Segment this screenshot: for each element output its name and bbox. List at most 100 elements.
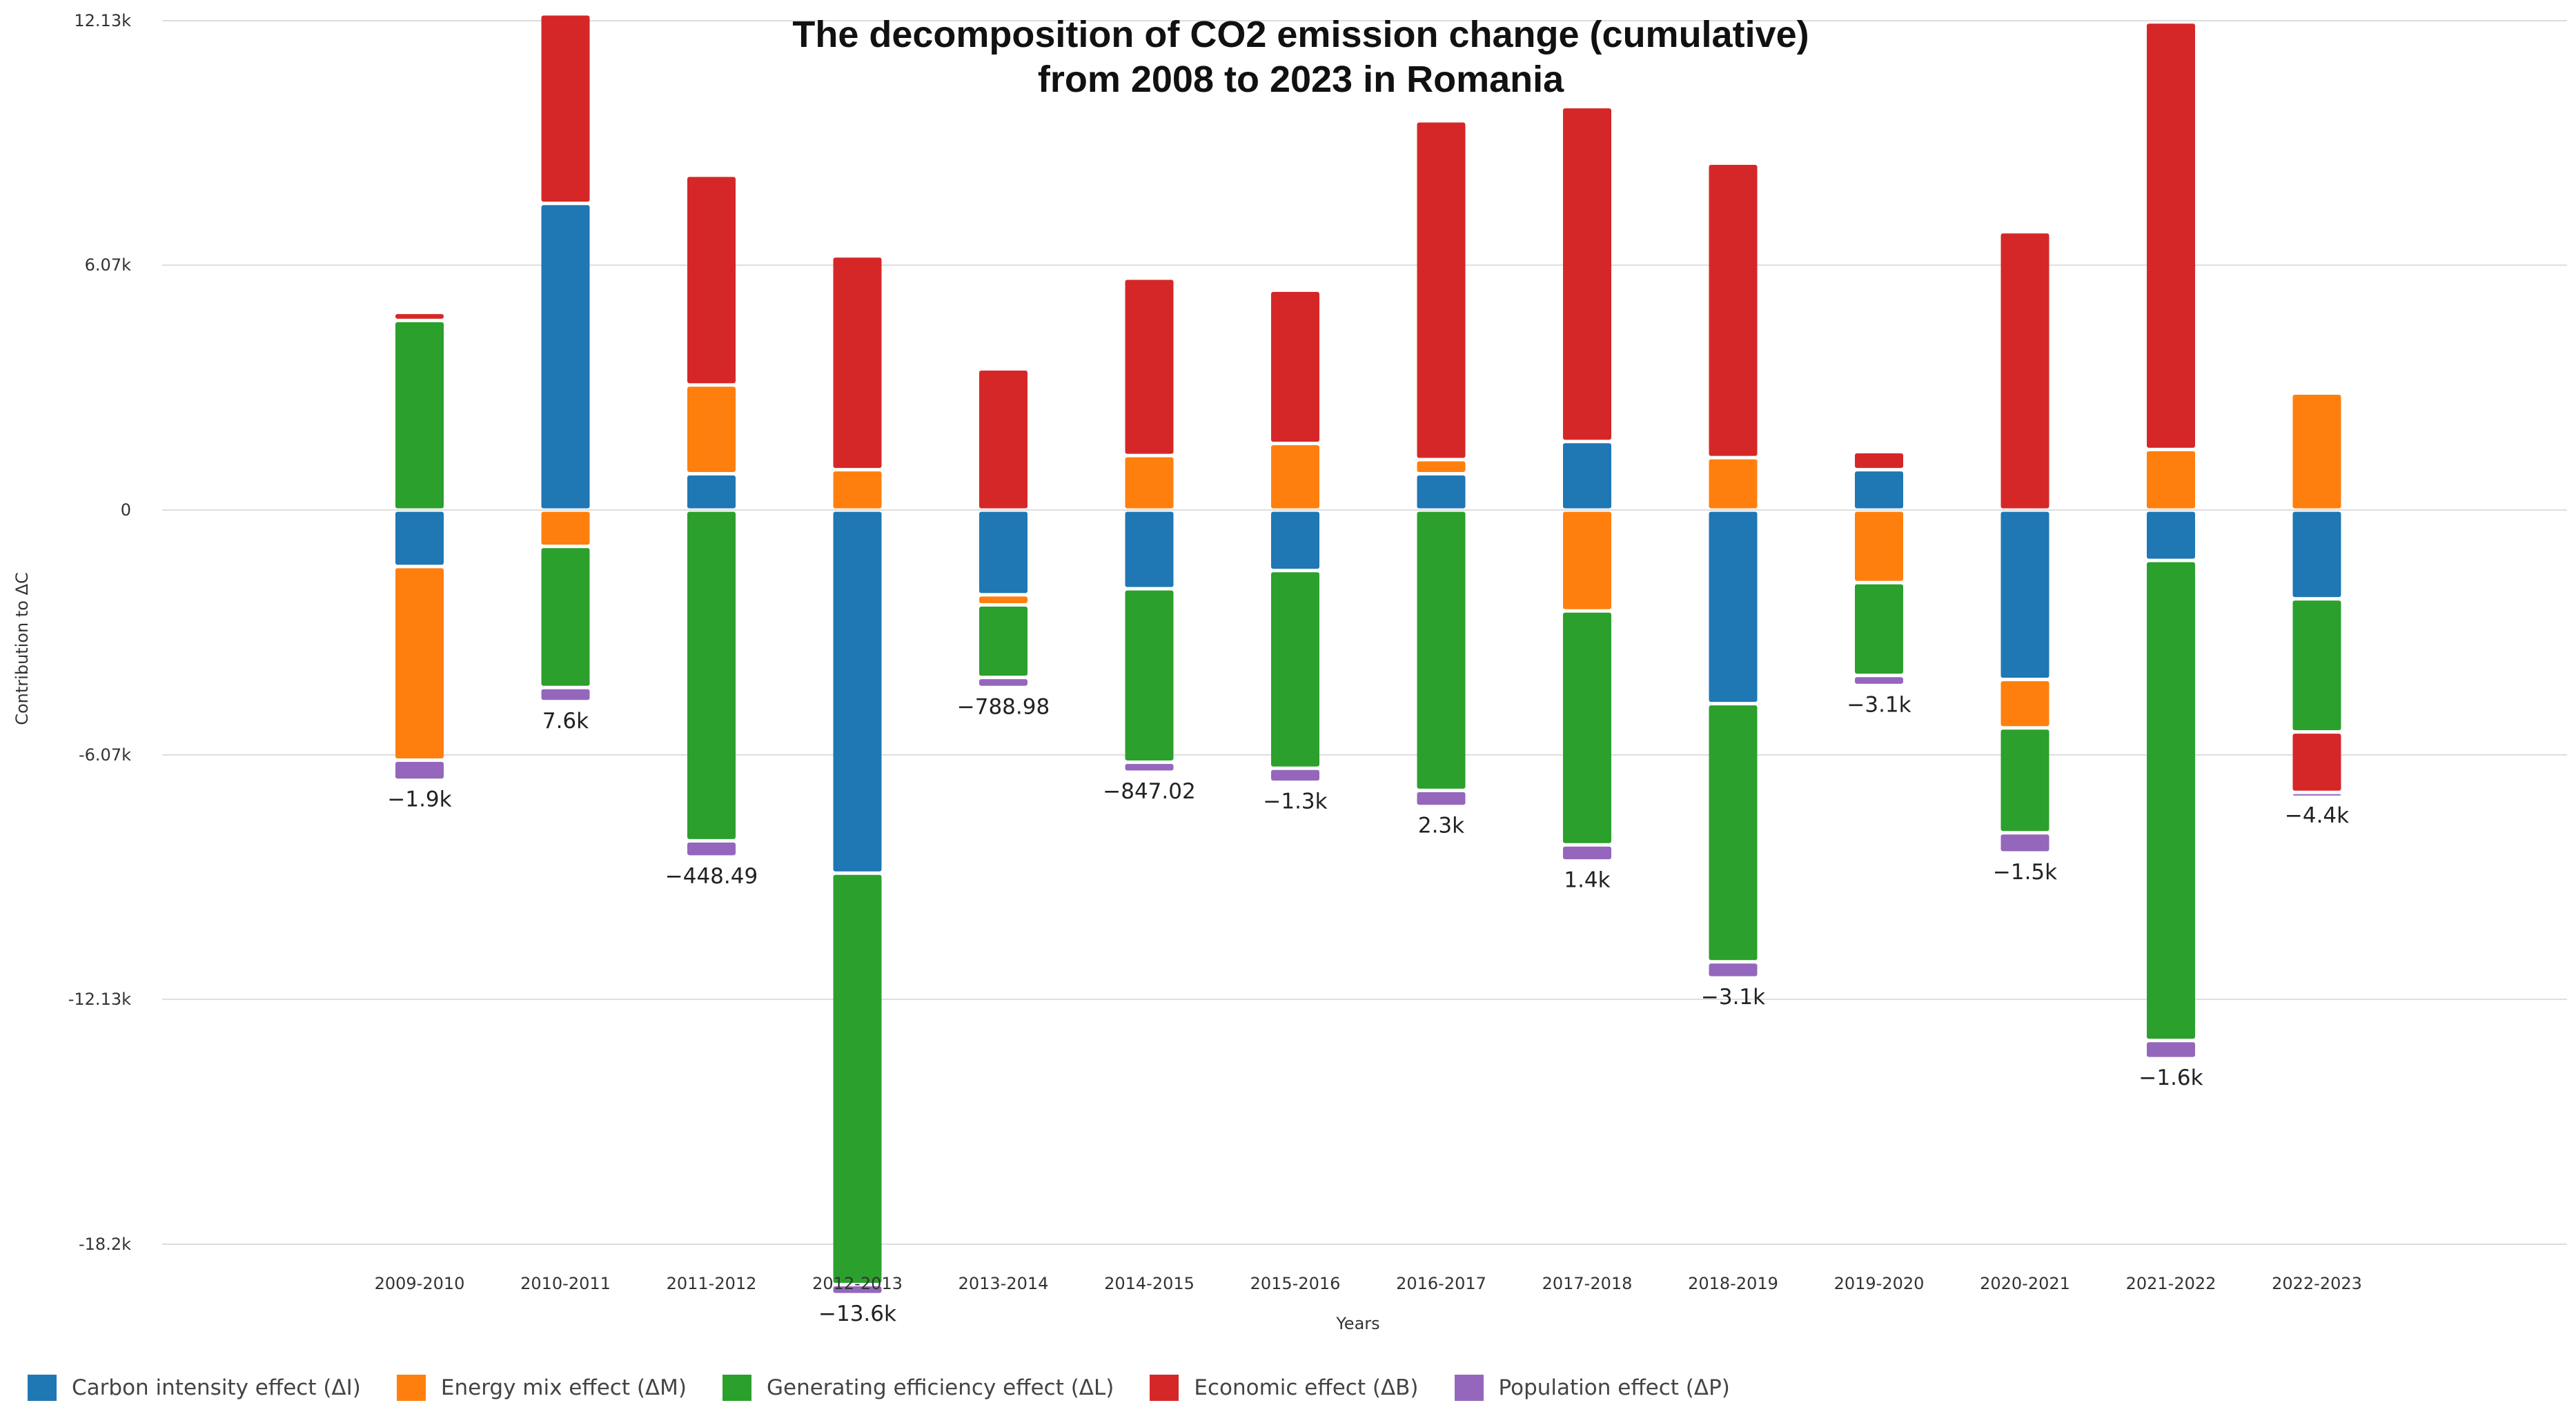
x-tick-label: 2018-2019 [1688, 1274, 1778, 1293]
bar-energy-2020-2021 [2000, 681, 2049, 727]
y-tick-label: -6.07k [79, 745, 131, 765]
legend-label: Generating efficiency effect (ΔL) [766, 1375, 1114, 1400]
bar-energy-2011-2012 [687, 386, 736, 472]
legend-item[interactable]: Carbon intensity effect (ΔI) [28, 1375, 361, 1401]
bar-carbon-2017-2018 [1563, 443, 1611, 509]
bar-population-2013-2014 [979, 679, 1028, 686]
bar-carbon-2019-2020 [1855, 471, 1903, 509]
total-label: −13.6k [818, 1302, 896, 1326]
bar-carbon-2020-2021 [2000, 511, 2049, 678]
bar-population-2022-2023 [2292, 794, 2341, 796]
x-tick-label: 2009-2010 [375, 1274, 465, 1293]
bar-energy-2013-2014 [979, 596, 1028, 603]
total-label: 1.4k [1564, 868, 1610, 893]
x-tick-label: 2015-2016 [1250, 1274, 1341, 1293]
total-label: −3.1k [1701, 985, 1765, 1010]
legend-item[interactable]: Generating efficiency effect (ΔL) [722, 1375, 1114, 1401]
legend-label: Energy mix effect (ΔM) [440, 1375, 687, 1400]
bar-carbon-2018-2019 [1709, 511, 1758, 703]
bar-carbon-2014-2015 [1125, 511, 1174, 587]
bar-carbon-2010-2011 [541, 205, 590, 509]
bar-generating-2013-2014 [979, 606, 1028, 676]
bar-carbon-2011-2012 [687, 475, 736, 509]
bar-generating-2014-2015 [1125, 590, 1174, 760]
chart-subtitle: from 2008 to 2023 in Romania [1038, 59, 1564, 100]
bar-population-2010-2011 [541, 689, 590, 700]
bar-generating-2016-2017 [1417, 511, 1466, 789]
bar-population-2016-2017 [1417, 792, 1466, 805]
bar-economic-2022-2023 [2292, 734, 2341, 791]
legend-swatch [1150, 1375, 1179, 1401]
legend-item[interactable]: Economic effect (ΔB) [1150, 1375, 1419, 1401]
bar-generating-2012-2013 [833, 874, 882, 1283]
bar-generating-2011-2012 [687, 511, 736, 839]
legend-label: Carbon intensity effect (ΔI) [72, 1375, 361, 1400]
bar-energy-2014-2015 [1125, 457, 1174, 509]
bar-energy-2010-2011 [541, 511, 590, 545]
bar-economic-2020-2021 [2000, 233, 2049, 509]
x-axis-title: Years [1335, 1314, 1379, 1333]
bar-population-2009-2010 [395, 762, 444, 779]
gridlines [162, 20, 2567, 1245]
bar-energy-2019-2020 [1855, 511, 1903, 581]
bar-energy-2017-2018 [1563, 511, 1611, 609]
bar-population-2015-2016 [1271, 769, 1319, 781]
bar-generating-2017-2018 [1563, 612, 1611, 843]
bar-economic-2021-2022 [2147, 23, 2195, 448]
bar-economic-2014-2015 [1125, 279, 1174, 454]
bar-population-2021-2022 [2147, 1042, 2195, 1057]
x-tick-label: 2022-2023 [2272, 1274, 2362, 1293]
bar-generating-2009-2010 [395, 322, 444, 509]
stacked-bars [395, 15, 2341, 1293]
legend-item[interactable]: Energy mix effect (ΔM) [396, 1375, 687, 1401]
bar-population-2014-2015 [1125, 763, 1174, 771]
legend-swatch [1454, 1375, 1484, 1401]
legend-swatch [396, 1375, 426, 1401]
total-label: −4.4k [2285, 803, 2349, 828]
legend-swatch [722, 1375, 751, 1401]
bar-carbon-2012-2013 [833, 511, 882, 872]
bar-population-2019-2020 [1855, 677, 1903, 684]
bar-economic-2012-2013 [833, 257, 882, 469]
bar-population-2020-2021 [2000, 834, 2049, 852]
bar-energy-2018-2019 [1709, 459, 1758, 509]
bar-generating-2019-2020 [1855, 584, 1903, 674]
y-tick-label: -12.13k [68, 990, 131, 1009]
bar-economic-2019-2020 [1855, 453, 1903, 469]
bar-energy-2012-2013 [833, 471, 882, 509]
axes: 12.13k 6.07k 0 -6.07k -12.13k -18.2k 2009-2010… [68, 11, 2362, 1293]
bar-economic-2010-2011 [541, 15, 590, 202]
bar-energy-2009-2010 [395, 568, 444, 759]
x-tick-label: 2010-2011 [520, 1274, 611, 1293]
chart-title: The decomposition of CO2 emission change… [792, 14, 1809, 55]
x-tick-label: 2019-2020 [1834, 1274, 1925, 1293]
bar-energy-2021-2022 [2147, 451, 2195, 509]
legend-label: Economic effect (ΔB) [1194, 1375, 1419, 1400]
bar-generating-2020-2021 [2000, 729, 2049, 832]
bar-generating-2021-2022 [2147, 562, 2195, 1039]
bar-energy-2016-2017 [1417, 461, 1466, 472]
bar-population-2017-2018 [1563, 846, 1611, 860]
bar-carbon-2009-2010 [395, 511, 444, 565]
x-tick-label: 2017-2018 [1542, 1274, 1633, 1293]
total-label: −788.98 [957, 694, 1050, 719]
y-tick-label: 12.13k [74, 11, 131, 30]
bar-energy-2015-2016 [1271, 445, 1319, 509]
total-label: −1.9k [387, 787, 451, 812]
bar-generating-2015-2016 [1271, 572, 1319, 767]
bar-economic-2013-2014 [979, 370, 1028, 509]
legend-item[interactable]: Population effect (ΔP) [1454, 1375, 1730, 1401]
bar-economic-2011-2012 [687, 177, 736, 384]
total-label: 7.6k [542, 709, 589, 734]
legend-swatch [28, 1375, 57, 1401]
total-label: −1.3k [1263, 789, 1327, 814]
total-label: −1.6k [2139, 1066, 2203, 1090]
x-tick-label: 2021-2022 [2126, 1274, 2216, 1293]
bar-population-2011-2012 [687, 842, 736, 856]
bar-population-2012-2013 [833, 1286, 882, 1293]
total-label: −847.02 [1103, 779, 1195, 804]
total-label: −3.1k [1847, 692, 1911, 717]
bar-carbon-2022-2023 [2292, 511, 2341, 598]
bar-carbon-2015-2016 [1271, 511, 1319, 569]
